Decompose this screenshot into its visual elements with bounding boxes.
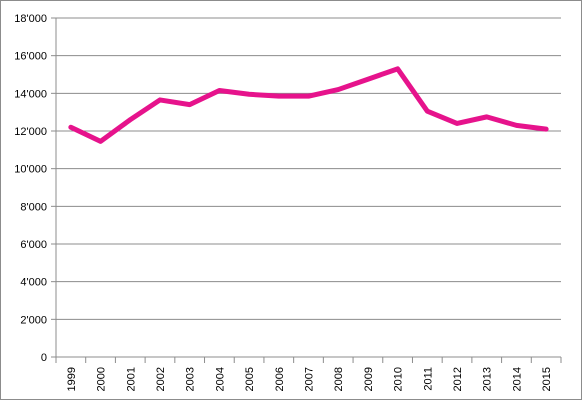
y-tick-label: 2'000 (20, 314, 47, 326)
x-tick-label: 2013 (482, 367, 494, 391)
data-point (248, 93, 250, 95)
y-axis: 0 2'000 4'000 6'000 8'000 10'000 12'000 14'000 1… (14, 13, 57, 364)
data-point (70, 126, 72, 128)
data-point (545, 128, 547, 130)
y-tick-label: 4'000 (20, 277, 47, 289)
x-tick-label: 2010 (393, 367, 405, 391)
data-point (218, 90, 220, 92)
x-tick-label: 2015 (541, 367, 553, 391)
x-tick-label: 2006 (274, 367, 286, 391)
data-point (426, 110, 428, 112)
x-tick-label: 2003 (185, 367, 197, 391)
y-tick-label: 16'000 (14, 51, 47, 63)
series-line (68, 66, 549, 144)
x-tick-label: 2001 (125, 367, 137, 391)
y-tick-label: 14'000 (14, 88, 47, 100)
x-tick-label: 2002 (155, 367, 167, 391)
x-tick-label: 2005 (244, 367, 256, 391)
x-tick-label: 1999 (66, 367, 78, 391)
data-point (486, 116, 488, 118)
data-point (397, 68, 399, 70)
x-tick-label: 2007 (304, 367, 316, 391)
data-series (68, 66, 549, 144)
y-tick-label: 0 (41, 352, 47, 364)
data-point (308, 95, 309, 97)
y-tick-label: 18'000 (14, 13, 47, 25)
x-axis: 1999 2000 2001 2002 2003 2004 2005 2006 2007 2008… (55, 357, 562, 391)
x-tick-label: 2004 (214, 367, 226, 391)
data-point (189, 104, 191, 106)
data-point (278, 95, 280, 97)
data-point (129, 119, 131, 121)
data-point (100, 140, 102, 142)
x-tick-label: 2008 (333, 367, 345, 391)
gridlines (56, 17, 561, 358)
y-tick-label: 12'000 (14, 126, 47, 138)
y-tick-label: 8'000 (20, 201, 47, 213)
data-point (515, 124, 517, 126)
data-point (456, 122, 458, 124)
data-point (159, 99, 161, 101)
x-tick-label: 2011 (422, 367, 434, 391)
x-tick-label: 2009 (363, 367, 375, 391)
x-tick-label: 2012 (452, 367, 464, 391)
data-point (367, 78, 369, 80)
data-point (337, 89, 339, 91)
x-tick-label: 2014 (511, 367, 523, 391)
y-tick-label: 6'000 (20, 239, 47, 251)
x-tick-label: 2000 (96, 367, 108, 391)
y-tick-label: 10'000 (14, 164, 47, 176)
